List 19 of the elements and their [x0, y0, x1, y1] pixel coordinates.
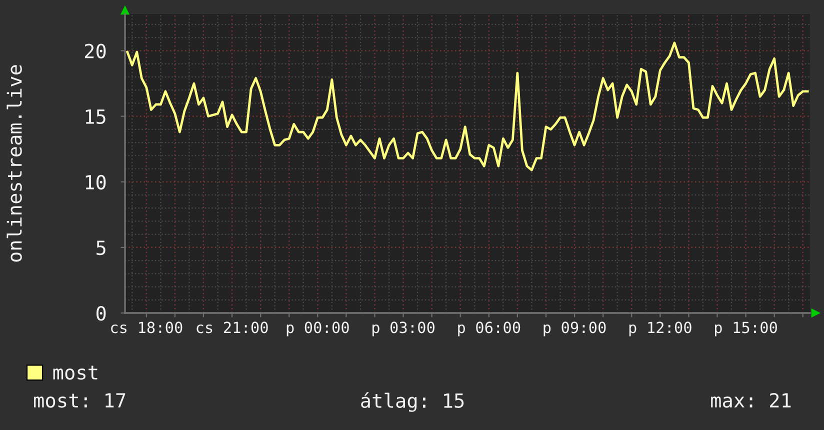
x-tick-label: p 09:00 [544, 322, 606, 336]
x-tick-label: p 00:00 [286, 322, 349, 336]
text: max: 21 [711, 392, 791, 408]
legend-label: most [53, 366, 98, 380]
x-tick-label: p 15:00 [715, 322, 777, 336]
text: átlag: 15 [361, 392, 464, 412]
y-tick-label: 10 [86, 174, 106, 190]
y-axis-title: onlinestream.live [6, 65, 22, 262]
y-tick-label: 0 [96, 306, 106, 321]
x-tick-label: cs 21:00 [196, 322, 268, 334]
line-series [126, 42, 809, 172]
x-tick-label: p 12:00 [629, 322, 692, 336]
text: most: 17 [34, 393, 126, 408]
y-tick-label: 15 [86, 110, 106, 124]
x-tick-label: p 06:00 [458, 322, 520, 336]
x-tick-label: p 03:00 [372, 322, 434, 336]
x-tick-label: cs 18:00 [111, 322, 182, 334]
y-tick-label: 5 [96, 240, 106, 256]
y-tick-label: 20 [84, 44, 106, 58]
